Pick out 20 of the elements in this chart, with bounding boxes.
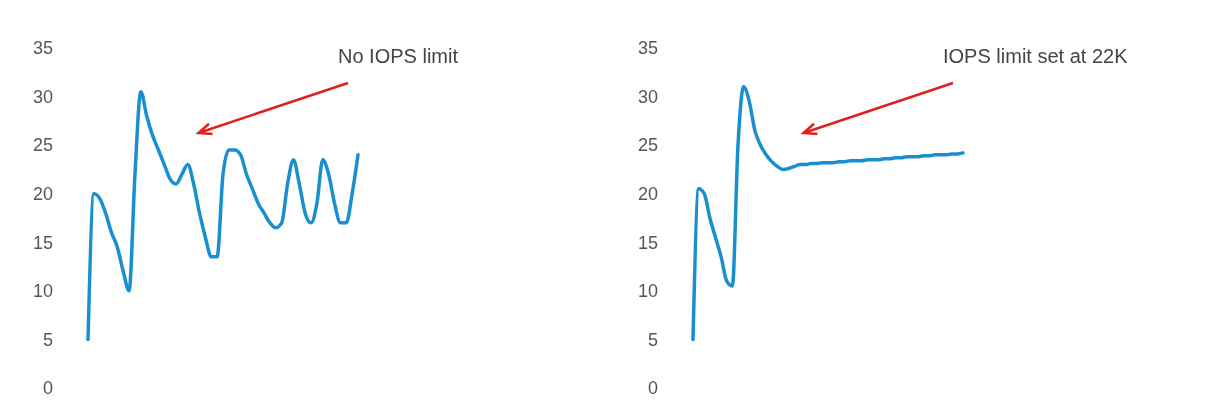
y-tick-label: 35 xyxy=(32,38,53,59)
y-tick-label: 20 xyxy=(32,184,53,205)
annotation: No IOPS limit xyxy=(338,45,459,67)
y-tick-label: 30 xyxy=(637,86,658,107)
y-tick-label: 25 xyxy=(637,135,658,156)
y-tick-label: 25 xyxy=(32,135,53,156)
y-tick-label: 0 xyxy=(42,378,53,399)
y-tick-label: 15 xyxy=(637,232,658,253)
line-series xyxy=(691,85,965,342)
y-tick-label: 10 xyxy=(32,281,53,302)
y-tick-label: 20 xyxy=(637,184,658,205)
y-tick-label: 30 xyxy=(32,86,53,107)
y-tick-label: 35 xyxy=(637,38,658,59)
y-tick-label: 0 xyxy=(647,378,658,399)
y-tick-label: 10 xyxy=(637,281,658,302)
y-tick-label: 5 xyxy=(647,329,658,350)
annotation: IOPS limit set at 22K xyxy=(943,45,1129,67)
y-tick-label: 15 xyxy=(32,232,53,253)
line-series xyxy=(86,89,360,342)
y-tick-label: 5 xyxy=(42,329,53,350)
